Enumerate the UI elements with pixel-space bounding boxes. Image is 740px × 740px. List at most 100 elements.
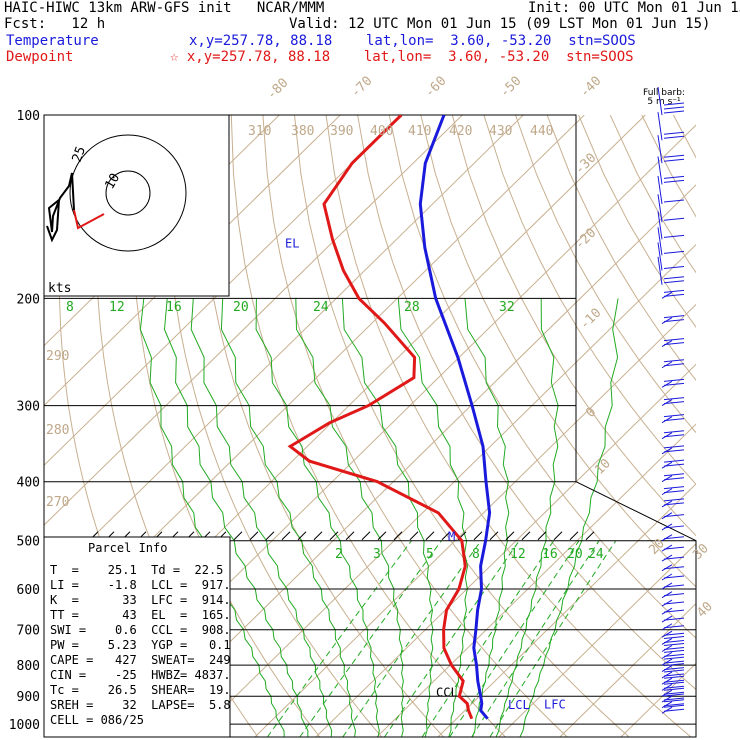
mixing-ratio-label: 5 [426, 547, 434, 562]
isotherm-line [44, 115, 402, 467]
wind-barb-shaft [657, 227, 663, 256]
wind-barb-shaft [661, 658, 673, 666]
isotherm-line [44, 115, 524, 586]
wind-barb-shaft [661, 534, 673, 542]
hatch-mark [473, 531, 483, 541]
wind-barb-shaft [661, 573, 673, 581]
mixing-ratio-label: 2 [335, 547, 343, 562]
wind-barb-flag [663, 679, 685, 683]
wind-barb-shaft [661, 380, 673, 388]
pressure-tick-label: 400 [17, 476, 40, 491]
level-annotation-lcl: LCL [508, 698, 530, 712]
moist-adiabat-label: 12 [109, 300, 125, 315]
wind-barb-flag [663, 635, 685, 639]
isotherm-label: -40 [577, 74, 604, 101]
hatch-mark [361, 531, 371, 541]
isotherm-line [315, 363, 696, 737]
init-time: Init: 00 UTC Mon 01 Jun 15 [528, 0, 740, 16]
moist-adiabat-label: 24 [313, 300, 329, 315]
dewpoint-legend: Dewpoint [6, 49, 74, 65]
level-annotation-ccl: CCL [436, 686, 458, 700]
wind-barb-flag [663, 382, 685, 386]
wind-barb-flag [663, 276, 685, 280]
moist-adiabat-line [341, 298, 434, 737]
hatch-mark [313, 531, 323, 541]
sounding-profiles [287, 115, 492, 720]
theta-label: 380 [291, 124, 314, 139]
wind-barb-flag [663, 498, 685, 502]
hatch-mark [281, 531, 291, 541]
wind-barb-flag [663, 445, 685, 449]
wind-barb-flag [663, 234, 685, 238]
dry-adiabat-line [388, 115, 696, 639]
moist-adiabat-label: 16 [166, 300, 182, 315]
hodograph-upper-trace [46, 172, 75, 243]
dry-adiabat-line [515, 115, 696, 434]
barb-key-units: 5 m s⁻¹ [647, 97, 681, 107]
parcel-info-row: Tc = 26.5 SHEAR= 19. [50, 683, 231, 697]
parcel-info-title: Parcel Info [88, 541, 167, 555]
hodograph-ring-outer [69, 134, 187, 252]
theta-label: 310 [248, 124, 271, 139]
wind-barb-shaft [661, 630, 673, 638]
wind-barb-shaft [661, 291, 673, 299]
wind-barb-shaft [661, 645, 673, 652]
isotherm-label: -10 [577, 306, 604, 333]
mixing-ratio-line [471, 540, 600, 737]
isotherm-line [44, 115, 341, 407]
parcel-info-row: LI = -1.8 LCL = 917. [50, 578, 231, 592]
wind-barb-shaft [661, 488, 673, 496]
dry-adiabat-line [325, 115, 692, 737]
wind-barb-shaft [661, 615, 673, 623]
parcel-info-row: CAPE = 427 SWEAT= 249 [50, 653, 231, 667]
wind-barb-flag [663, 643, 685, 646]
moist-adiabat-line [255, 298, 380, 737]
wind-barb-flag [663, 647, 685, 650]
theta-label: 440 [530, 124, 553, 139]
wind-barb-flag [663, 697, 685, 701]
isotherm-label: -70 [348, 74, 375, 101]
wind-barb-shaft [661, 340, 673, 348]
parcel-info-row: PW = 5.23 YGP = 0.1 [50, 638, 231, 652]
wind-barb-flag [663, 625, 685, 629]
wind-barb-flag [663, 546, 685, 550]
hodograph-low-level-trace [73, 209, 105, 230]
wind-barb-flag [663, 556, 685, 560]
hatch-mark [377, 531, 387, 541]
moist-adiabat-label: 20 [233, 300, 249, 315]
wind-barb-shaft [661, 706, 673, 714]
moist-adiabat-line [163, 298, 309, 737]
pressure-tick-label: 800 [17, 659, 40, 674]
parcel-info-row: SREH = 32 LAPSE= 5.8 [50, 698, 231, 712]
wind-barb-shaft [661, 683, 673, 691]
moist-adiabat-line [397, 298, 469, 737]
wind-barb-flag [663, 566, 685, 570]
wind-barb-flag [663, 449, 685, 453]
dry-adiabat-line [420, 115, 696, 588]
dewpoint-station-info: ☆ x,y=257.78, 88.18 lat,lon= 3.60, -53.2… [170, 49, 634, 65]
theta-label: 420 [449, 124, 472, 139]
hatch-mark [505, 531, 515, 541]
wind-barb-flag [663, 601, 685, 605]
wind-barb-shaft [657, 112, 663, 141]
wind-barb-flag [663, 265, 685, 269]
wind-barb-flag [663, 135, 685, 139]
hodograph-ring-label: 10 [102, 171, 123, 192]
parcel-info-row: SWI = 0.6 CCL = 908. [50, 623, 231, 637]
dry-adiabat-line [705, 115, 740, 737]
isotherm-line [193, 244, 696, 737]
wind-barb-shaft [661, 461, 673, 469]
mixing-ratio-label: 8 [472, 547, 480, 562]
mixing-ratio-line [449, 540, 580, 737]
wind-barbs: Full barb:5 m s⁻¹ [643, 86, 685, 714]
wind-barb-shaft [661, 607, 673, 615]
hatch-mark [425, 531, 435, 541]
wind-barb-shaft [661, 689, 673, 697]
moist-adiabat-line [190, 298, 333, 737]
wind-barb-flag [663, 414, 685, 418]
moist-adiabat-line [495, 298, 559, 737]
moist-adiabat-line [295, 298, 404, 737]
wind-barb-shaft [661, 361, 673, 369]
hatch-mark [329, 531, 339, 541]
wind-barb-flag [663, 649, 685, 653]
